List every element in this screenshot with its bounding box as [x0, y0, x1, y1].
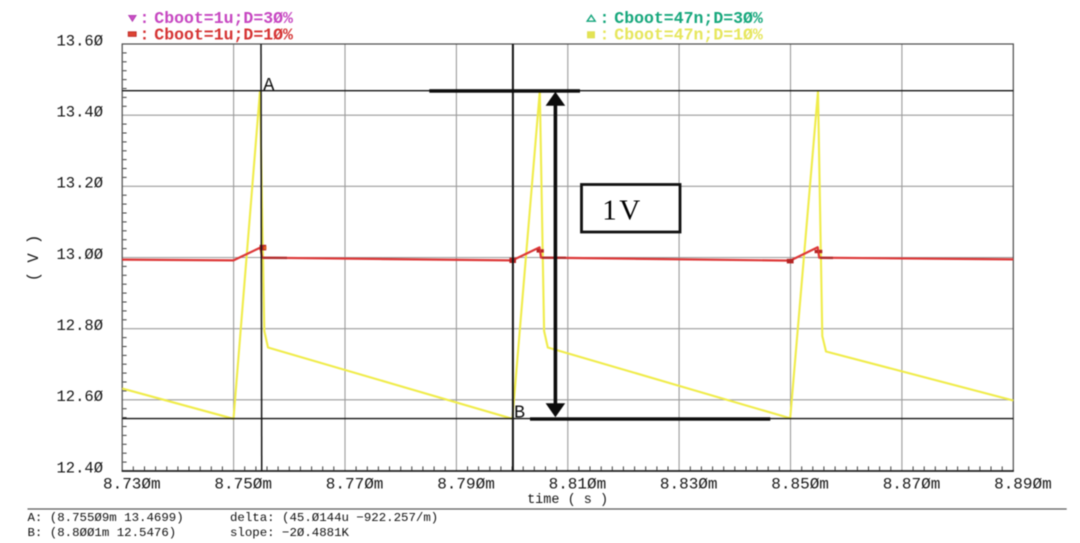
svg-text:8.83Øm: 8.83Øm	[660, 475, 718, 493]
svg-text:12.4Ø: 12.4Ø	[56, 459, 103, 477]
svg-text:8.75Øm: 8.75Øm	[214, 475, 272, 493]
svg-text:Cboot=1u;D=1Ø%: Cboot=1u;D=1Ø%	[154, 26, 293, 45]
svg-text:8.73Øm: 8.73Øm	[103, 475, 161, 493]
svg-text::: :	[140, 26, 150, 45]
svg-text:B: B	[514, 403, 525, 424]
svg-text::: :	[600, 9, 610, 28]
svg-text:Cboot=1u;D=3Ø%: Cboot=1u;D=3Ø%	[154, 9, 293, 28]
svg-text:B: (8.8ØØ1m 12.5476): B: (8.8ØØ1m 12.5476)	[28, 526, 177, 540]
svg-text:slope: −2Ø.4881K: slope: −2Ø.4881K	[230, 526, 350, 540]
svg-text:13.4Ø: 13.4Ø	[56, 104, 103, 122]
svg-text:8.87Øm: 8.87Øm	[883, 475, 941, 493]
svg-text:Cboot=47n;D=1Ø%: Cboot=47n;D=1Ø%	[614, 26, 763, 45]
svg-text:13.2Ø: 13.2Ø	[56, 175, 103, 193]
svg-text::: :	[600, 26, 610, 45]
svg-text:delta: (45.Ø144u −922.257/m): delta: (45.Ø144u −922.257/m)	[230, 511, 438, 525]
svg-text:8.77Øm: 8.77Øm	[326, 475, 384, 493]
svg-text:13.6Ø: 13.6Ø	[56, 32, 103, 50]
svg-text::: :	[140, 9, 150, 28]
svg-text:time ( s ): time ( s )	[527, 493, 608, 508]
svg-text:8.79Øm: 8.79Øm	[437, 475, 495, 493]
svg-text:A: (8.755Ø9m 13.4699): A: (8.755Ø9m 13.4699)	[28, 511, 184, 525]
svg-text:12.8Ø: 12.8Ø	[56, 317, 103, 335]
svg-text:8.85Øm: 8.85Øm	[771, 475, 829, 493]
svg-text:12.6Ø: 12.6Ø	[56, 388, 103, 406]
svg-text:8.81Øm: 8.81Øm	[549, 475, 607, 493]
svg-text:8.89Øm: 8.89Øm	[994, 475, 1052, 493]
svg-text:1V: 1V	[602, 195, 642, 227]
svg-text:13.ØØ: 13.ØØ	[56, 246, 103, 264]
svg-text:( V ): ( V )	[25, 235, 43, 282]
svg-text:Cboot=47n;D=3Ø%: Cboot=47n;D=3Ø%	[614, 9, 763, 28]
svg-text:A: A	[263, 75, 275, 96]
